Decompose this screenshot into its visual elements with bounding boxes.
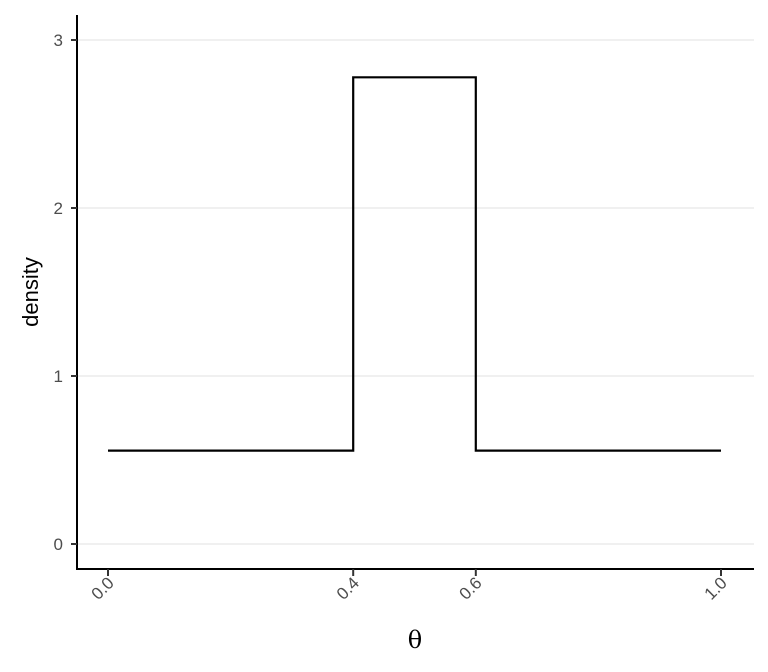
y-tick-label: 3 [54, 31, 63, 50]
y-tick-label: 1 [54, 367, 63, 386]
x-tick-label: 0.4 [333, 573, 363, 603]
x-tick-label: 0.6 [455, 573, 485, 603]
y-tick-label: 0 [54, 535, 63, 554]
x-tick-label: 0.0 [88, 573, 118, 603]
density-line [108, 76, 721, 452]
x-axis-title: θ [408, 626, 422, 654]
y-axis-title: density [18, 257, 43, 327]
x-tick-label: 1.0 [701, 573, 731, 603]
y-tick-label: 2 [54, 199, 63, 218]
